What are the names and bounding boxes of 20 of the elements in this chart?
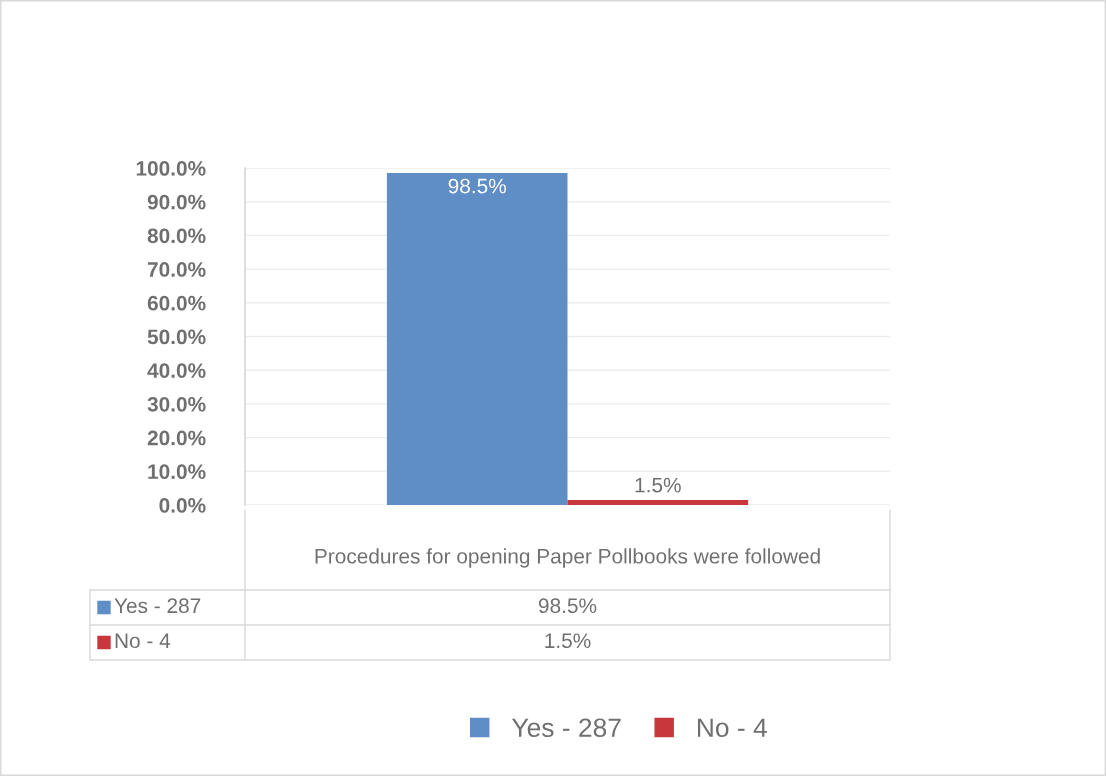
y-tick-label: 80.0% xyxy=(147,228,206,244)
text: Yes - 287 xyxy=(511,718,621,738)
legend-label: Yes - 287 xyxy=(114,598,201,614)
y-tick-label: 50.0% xyxy=(147,329,206,345)
data-label: 1.5% xyxy=(635,477,681,493)
y-tick-label: 0.0% xyxy=(159,498,206,513)
y-tick-label: 70.0% xyxy=(147,262,206,277)
y-tick-label: 60.0% xyxy=(147,295,206,311)
text: No - 4 xyxy=(115,633,171,649)
y-tick-label: 10.0% xyxy=(148,464,206,480)
text: 1.5% xyxy=(545,633,591,649)
y-tick-label: 90.0% xyxy=(147,194,206,210)
y-tick-label: 40.0% xyxy=(147,363,206,378)
text: 98.5% xyxy=(538,598,597,614)
data-label: 98.5% xyxy=(448,178,506,194)
legend-label: No - 4 xyxy=(697,718,767,738)
y-tick-label: 30.0% xyxy=(147,396,206,412)
x-tick-label: Procedures for opening Paper Pollbooks were followed xyxy=(315,548,820,568)
y-tick-label: 20.0% xyxy=(147,430,206,446)
y-tick-label: 100.0% xyxy=(136,161,206,176)
